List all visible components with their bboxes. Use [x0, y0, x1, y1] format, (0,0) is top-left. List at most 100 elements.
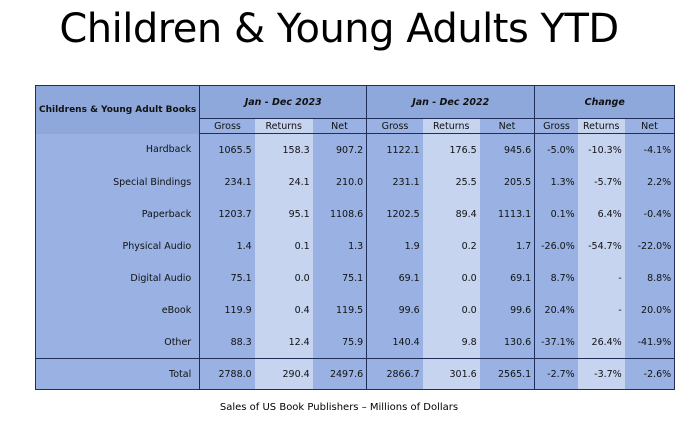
table-cell: 0.1% — [534, 198, 578, 230]
table-cell: 69.1 — [479, 262, 536, 294]
table-row: Paperback 1203.7 95.1 1108.6 1202.5 89.4 1113.… — [35, 198, 676, 230]
table-cell: 231.1 — [366, 166, 423, 198]
table-cell: 1203.7 — [199, 198, 255, 230]
table-cell: 1.9 — [366, 230, 423, 262]
data-table: Childrens & Young Adult Books Jan - Dec 2… — [35, 85, 676, 390]
subheader-row: Gross Returns Net Gross Returns Net Gross Retur… — [36, 118, 676, 134]
table-cell: - — [577, 262, 625, 294]
table-cell: 290.4 — [254, 358, 313, 390]
table-cell: 2.2% — [624, 166, 676, 198]
table-cell: 0.0 — [422, 294, 480, 326]
row-label: Other — [35, 326, 201, 359]
table-cell: 0.4 — [254, 294, 313, 326]
title: Children & Young Adults YTD — [59, 6, 619, 52]
column-header: Gross — [534, 118, 578, 134]
column-header: Net — [624, 118, 676, 134]
table-cell: 1122.1 — [366, 133, 423, 166]
table-cell: 1113.1 — [479, 198, 536, 230]
table-row: Special Bindings 234.1 24.1 210.0 231.1 25.5 2… — [35, 166, 676, 198]
column-header: Net — [479, 118, 536, 134]
table-cell: 75.9 — [312, 326, 368, 359]
table-cell: 95.1 — [254, 198, 313, 230]
table-cell: 0.0 — [254, 262, 313, 294]
column-header: Returns — [577, 118, 625, 134]
table-cell: 907.2 — [312, 133, 368, 166]
table-cell: -10.3% — [577, 133, 625, 166]
table-cell: 8.8% — [624, 262, 676, 294]
group-header: Jan - Dec 2023 — [199, 85, 368, 119]
table-cell: 945.6 — [479, 133, 536, 166]
table-cell: 1.3% — [534, 166, 578, 198]
header-row: Childrens & Young Adult Books Jan - Dec 2… — [35, 85, 676, 134]
group-header: Jan - Dec 2022 — [366, 85, 536, 119]
group-header: Change — [534, 85, 676, 119]
table-cell: 20.0% — [624, 294, 676, 326]
table-cell: 99.6 — [366, 294, 423, 326]
table-cell: -3.7% — [577, 358, 625, 390]
table-cell: 301.6 — [422, 358, 480, 390]
table-cell: 119.5 — [312, 294, 368, 326]
table-cell: 6.4% — [577, 198, 625, 230]
table-cell: 1108.6 — [312, 198, 368, 230]
table-cell: 88.3 — [199, 326, 255, 359]
row-label: Physical Audio — [35, 230, 201, 262]
table-cell: 130.6 — [479, 326, 536, 359]
table-cell: 9.8 — [422, 326, 480, 359]
table-cell: 12.4 — [254, 326, 313, 359]
table-row: Physical Audio 1.4 0.1 1.3 1.9 0.2 1.7 -26.0% -5… — [35, 230, 676, 262]
table-cell: -22.0% — [624, 230, 676, 262]
table-row: Digital Audio 75.1 0.0 75.1 69.1 0.0 69.1 8.7% -… — [35, 262, 676, 294]
table-row: Total 2788.0 290.4 2497.6 2866.7 301.6 2565.1-… — [35, 358, 676, 390]
row-label: Hardback — [35, 133, 201, 166]
table-cell: 1.7 — [479, 230, 536, 262]
table-cell: 26.4% — [577, 326, 625, 359]
table-cell: 176.5 — [422, 133, 480, 166]
table-cell: 89.4 — [422, 198, 480, 230]
table-cell: 2866.7 — [366, 358, 423, 390]
table-cell: -41.9% — [624, 326, 676, 359]
table-cell: 158.3 — [254, 133, 313, 166]
column-header: Net — [312, 118, 368, 134]
column-header: Gross — [199, 118, 255, 134]
table-cell: -5.7% — [577, 166, 625, 198]
table-cell: 69.1 — [366, 262, 423, 294]
column-header: Returns — [254, 118, 313, 134]
table-cell: 1202.5 — [366, 198, 423, 230]
table-cell: 24.1 — [254, 166, 313, 198]
table-cell: 2788.0 — [199, 358, 255, 390]
table-cell: 8.7% — [534, 262, 578, 294]
row-label: Paperback — [35, 198, 201, 230]
table-cell: 2565.1 — [479, 358, 536, 390]
column-header: Gross — [366, 118, 423, 134]
table-cell: 140.4 — [366, 326, 423, 359]
table-cell: 205.5 — [479, 166, 536, 198]
table-cell: 0.0 — [422, 262, 480, 294]
table-row: eBook 119.9 0.4 119.5 99.6 0.0 99.6 20.4% -20.0% — [35, 294, 676, 326]
table-cell: -54.7% — [577, 230, 625, 262]
table-cell: 75.1 — [199, 262, 255, 294]
table-cell: 0.1 — [254, 230, 313, 262]
table-row: Other 88.3 12.4 75.9 140.4 9.8 130.6 -37.1% 26.4… — [35, 326, 676, 359]
table-cell: 1065.5 — [199, 133, 255, 166]
table-cell: -5.0% — [534, 133, 578, 166]
table-cell: - — [577, 294, 625, 326]
table-cell: -0.4% — [624, 198, 676, 230]
table-cell: 0.2 — [422, 230, 480, 262]
table-cell: 1.3 — [312, 230, 368, 262]
table-cell: -37.1% — [534, 326, 578, 359]
table-cell: -2.7% — [534, 358, 578, 390]
table-cell: 119.9 — [199, 294, 255, 326]
table-cell: -2.6% — [624, 358, 676, 390]
row-label: Total — [35, 358, 201, 390]
table-cell: -4.1% — [624, 133, 676, 166]
column-header: Returns — [422, 118, 480, 134]
table-cell: 75.1 — [312, 262, 368, 294]
row-label: eBook — [35, 294, 201, 326]
table-cell: 99.6 — [479, 294, 536, 326]
row-label: Digital Audio — [35, 262, 201, 294]
caption: Sales of US Book Publishers – Millions o… — [219, 402, 459, 413]
table-cell: 234.1 — [199, 166, 255, 198]
row-label: Special Bindings — [35, 166, 201, 198]
table-cell: 2497.6 — [312, 358, 368, 390]
